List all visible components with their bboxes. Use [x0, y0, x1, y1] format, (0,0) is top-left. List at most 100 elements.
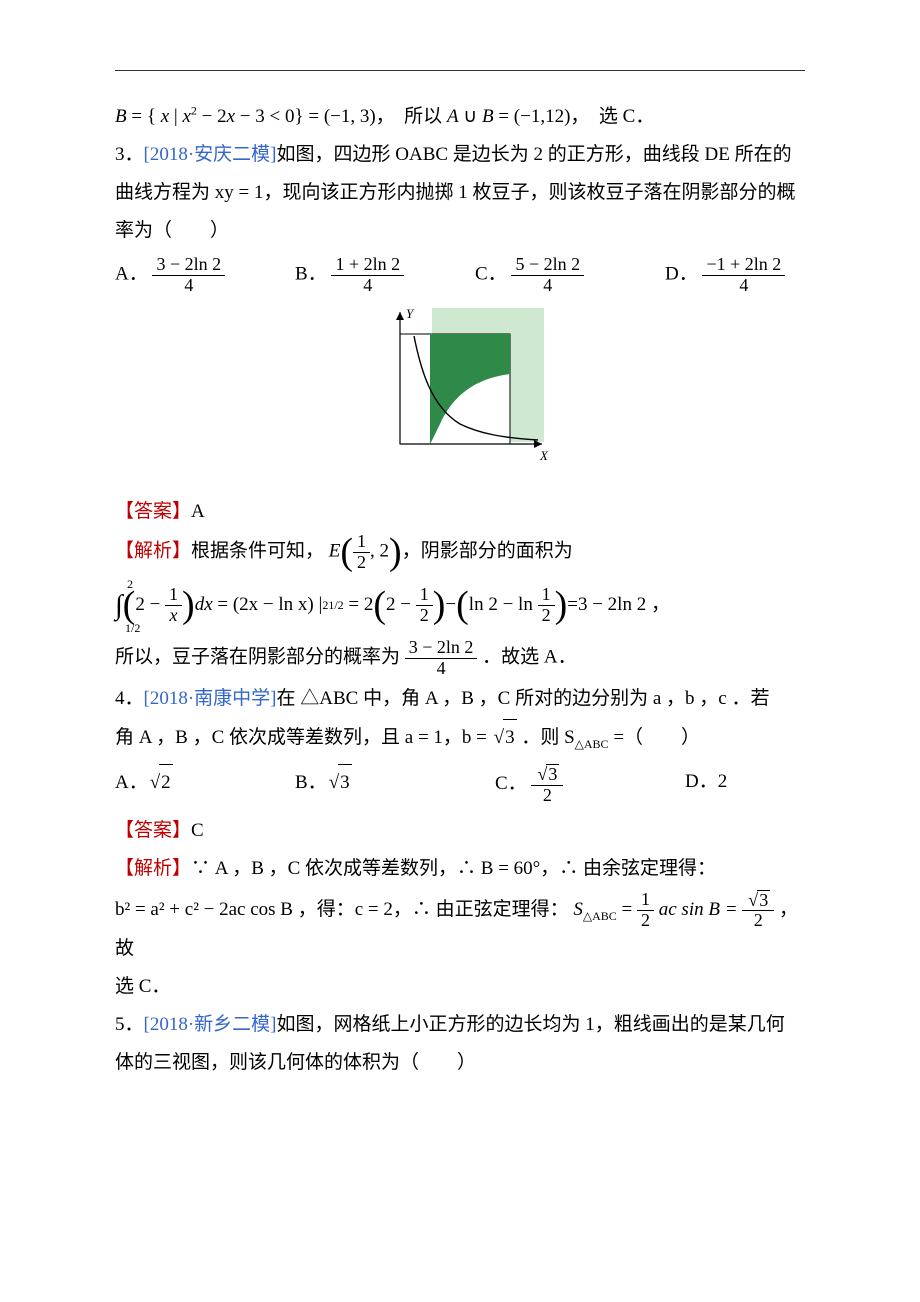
q4-f2-root: 3 — [757, 890, 770, 911]
rhs1-pre: 2 — [364, 587, 374, 623]
q4-options: A．2 B．3 C． 32 D．2 — [115, 764, 805, 806]
q3-options: A． 3 − 2ln 24 B． 1 + 2ln 24 C． 5 − 2ln 2… — [115, 255, 805, 296]
svg-text:Y: Y — [406, 306, 415, 321]
int-el: 1/2 — [328, 594, 343, 617]
q4-opt-b-label: B． — [295, 772, 327, 793]
rhs1-den: 2 — [416, 605, 433, 626]
q3-opt-d-label: D． — [665, 264, 698, 285]
q4-exp-line1: 【解析】∵ A ，B ，C 依次成等差数列，∴ B = 60°，∴ 由余弦定理得… — [115, 851, 805, 887]
q4-ans-value: C — [191, 820, 204, 841]
q4-stem-b-mid: ．则 S — [517, 727, 575, 748]
rhs2-num: 1 — [538, 585, 555, 605]
q3-stem-a: 如图，四边形 OABC 是边长为 2 的正方形，曲线段 DE 所在的 — [277, 144, 792, 165]
q4-opt-c-den: 2 — [531, 785, 563, 806]
explain-label: 【解析】 — [115, 541, 191, 562]
q3-answer-value: A — [191, 501, 205, 522]
q4-opt-c-label: C． — [495, 773, 527, 794]
q3-opt-d-den: 4 — [702, 275, 785, 296]
int-prim: (2x − ln x) — [233, 587, 314, 623]
integral-icon: ∫21/2 — [115, 579, 123, 632]
q3-stem-line2: 曲线方程为 xy = 1，现向该正方形内抛掷 1 枚豆子，则该枚豆子落在阴影部分… — [115, 175, 805, 211]
q5-source: [2018·新乡二模] — [144, 1014, 277, 1035]
q3-stem-line1: 3．[2018·安庆二模]如图，四边形 OABC 是边长为 2 的正方形，曲线段… — [115, 137, 805, 173]
q4-opt-b: B． 3 — [295, 764, 495, 806]
q5-stem-a: 如图，网格纸上小正方形的边长均为 1，粗线画出的是某几何 — [277, 1014, 785, 1035]
q4-f2-den: 2 — [742, 910, 774, 931]
rhs1-in: 2 − — [386, 587, 411, 623]
e-y: 2 — [380, 541, 390, 562]
q4-stem-line1: 4．[2018·南康中学]在 △ABC 中，角 A ，B ，C 所对的边分别为 … — [115, 681, 805, 717]
q4-answer: 【答案】C — [115, 813, 805, 849]
q3-opt-b-label: B． — [295, 264, 327, 285]
q5-stem-line1: 5．[2018·新乡二模]如图，网格纸上小正方形的边长均为 1，粗线画出的是某几… — [115, 1007, 805, 1043]
q3-integral: ∫21/2 ( 2 − 1x ) dx = (2x − ln x) |21/2 … — [115, 579, 805, 632]
curve-plot-icon: X Y — [370, 306, 550, 471]
q4-exp-a: ∵ A ，B ，C 依次成等差数列，∴ B = 60°，∴ 由余弦定理得： — [191, 858, 716, 879]
rhs1-num: 1 — [416, 585, 433, 605]
rhs2-pre: ln 2 − ln — [469, 587, 533, 623]
int-result: 3 − 2ln 2 — [578, 587, 646, 623]
q3-concl-a: 所以，豆子落在阴影部分的概率为 — [115, 647, 400, 668]
q3-number: 3． — [115, 144, 144, 165]
q3-opt-b: B． 1 + 2ln 24 — [295, 255, 475, 296]
q4-number: 4． — [115, 688, 144, 709]
concl-den: 4 — [405, 658, 478, 679]
q3-opt-b-num: 1 + 2ln 2 — [331, 255, 404, 275]
q3-opt-a: A． 3 − 2ln 24 — [115, 255, 295, 296]
q4-s-sub: △ABC — [583, 908, 617, 922]
q3-opt-c-num: 5 − 2ln 2 — [511, 255, 584, 275]
q3-answer: 【答案】A — [115, 494, 805, 530]
q3-exp-a: 根据条件可知， — [191, 541, 324, 562]
q4-opt-d-val: 2 — [718, 771, 728, 792]
e-x-num: 1 — [353, 532, 370, 552]
q3-source: [2018·安庆二模] — [144, 144, 277, 165]
carryover-line: B = { x | x2 − 2x − 3 < 0} = (−1, 3)， 所以… — [115, 99, 805, 135]
q3-exp-line1: 【解析】根据条件可知， E(12, 2)，阴影部分的面积为 — [115, 532, 805, 573]
q3-figure: X Y — [115, 306, 805, 484]
q4-opt-a-root: 2 — [159, 764, 173, 801]
q4-exp-line3: 选 C． — [115, 969, 805, 1005]
concl-num: 3 − 2ln 2 — [405, 638, 478, 658]
int-dx: dx — [195, 587, 213, 623]
q5-stem-line2: 体的三视图，则该几何体的体积为（ ） — [115, 1045, 805, 1081]
q3-opt-a-num: 3 − 2ln 2 — [152, 255, 225, 275]
q4-ans-label: 【答案】 — [115, 820, 191, 841]
q4-stem-b-pre: 角 A ，B ，C 依次成等差数列，且 a = 1，b = — [115, 727, 492, 748]
int-frac-den: x — [165, 605, 182, 626]
q3-conclusion: 所以，豆子落在阴影部分的概率为 3 − 2ln 24 ．故选 A． — [115, 638, 805, 679]
q4-sqrt3: 3 — [503, 719, 517, 756]
q3-opt-b-den: 4 — [331, 275, 404, 296]
int-lower: 1/2 — [125, 617, 140, 640]
q4-source: [2018·南康中学] — [144, 688, 277, 709]
q4-exp-line2: b² = a² + c² − 2ac cos B ，得：c = 2，∴ 由正弦定… — [115, 890, 805, 968]
q4-f1-den: 2 — [637, 910, 654, 931]
q3-concl-b: ．故选 A． — [482, 647, 576, 668]
top-rule — [115, 70, 805, 71]
q4-stem-line2: 角 A ，B ，C 依次成等差数列，且 a = 1，b = 3 ．则 S△ABC… — [115, 719, 805, 756]
q4-stem-b-sub: △ABC — [575, 736, 609, 750]
q4-exp-line2a: b² = a² + c² − 2ac cos B ，得：c = 2，∴ 由正弦定… — [115, 899, 569, 920]
q3-opt-d: D． −1 + 2ln 24 — [665, 255, 805, 296]
q3-stem-line3: 率为（ ） — [115, 213, 805, 249]
q3-opt-d-num: −1 + 2ln 2 — [702, 255, 785, 275]
q4-f1-num: 1 — [637, 890, 654, 910]
q3-opt-a-den: 4 — [152, 275, 225, 296]
q3-opt-c-den: 4 — [511, 275, 584, 296]
e-x-den: 2 — [353, 552, 370, 573]
q4-s-label: S — [573, 899, 583, 920]
rhs2-den: 2 — [538, 605, 555, 626]
answer-label: 【答案】 — [115, 501, 191, 522]
svg-text:X: X — [539, 448, 549, 463]
q4-eq: = — [617, 899, 637, 920]
int-frac-num: 1 — [165, 585, 182, 605]
q4-exp-mid: ac sin B = — [659, 899, 743, 920]
q5-number: 5． — [115, 1014, 144, 1035]
q4-opt-b-root: 3 — [338, 764, 352, 801]
q3-opt-a-label: A． — [115, 264, 148, 285]
q4-stem-b-post: =（ ） — [609, 727, 700, 748]
q4-opt-d-label: D． — [685, 771, 718, 792]
q4-opt-a: A．2 — [115, 764, 295, 806]
q4-opt-c: C． 32 — [495, 764, 685, 806]
q3-exp-b: ，阴影部分的面积为 — [402, 541, 573, 562]
q3-opt-c: C． 5 − 2ln 24 — [475, 255, 665, 296]
